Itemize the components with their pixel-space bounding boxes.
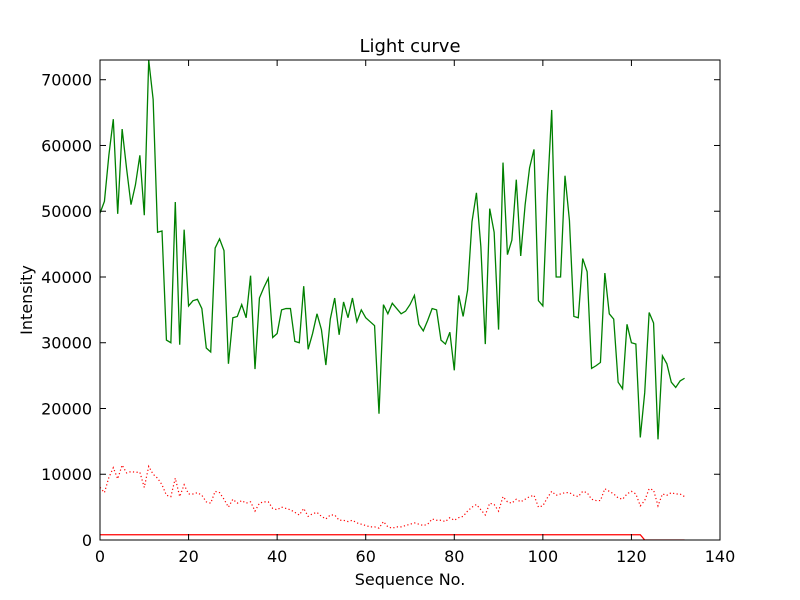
- plot-frame: [99, 59, 721, 541]
- x-tick-label: 140: [705, 547, 736, 566]
- series-line-3: [100, 534, 685, 540]
- y-tick-label: 0: [82, 531, 92, 550]
- ticks-layer: 0 20 40 60 80 100 120 140 0 10000 20000 30000 40000 5…: [41, 60, 735, 566]
- y-tick-label: 30000: [41, 334, 92, 353]
- series-line-1: [100, 60, 685, 440]
- x-tick-label: 0: [95, 547, 105, 566]
- x-tick-label: 60: [356, 547, 376, 566]
- y-tick-label: 70000: [41, 71, 92, 90]
- x-tick-label: 20: [178, 547, 198, 566]
- x-tick-label: 100: [528, 547, 559, 566]
- y-tick-label: 40000: [41, 268, 92, 287]
- y-axis-label: Intensity: [17, 265, 36, 335]
- y-tick-label: 20000: [41, 399, 92, 418]
- x-axis-label: Sequence No.: [355, 570, 466, 589]
- y-tick-label: 50000: [41, 202, 92, 221]
- x-tick-label: 40: [267, 547, 287, 566]
- x-tick-label: 120: [616, 547, 647, 566]
- x-tick-label: 80: [444, 547, 464, 566]
- chart-title: Light curve: [359, 36, 460, 57]
- series-layer: [100, 60, 685, 540]
- y-tick-label: 60000: [41, 136, 92, 155]
- y-tick-label: 10000: [41, 465, 92, 484]
